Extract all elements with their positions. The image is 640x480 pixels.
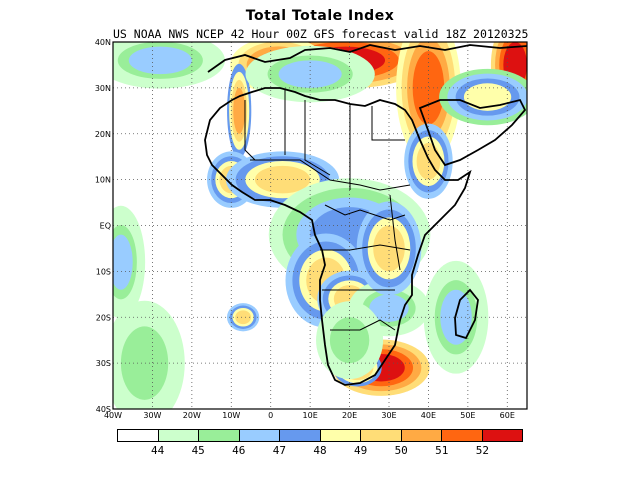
- arabia-coast: [418, 98, 527, 167]
- lon-tick-label: 40E: [421, 411, 436, 420]
- shading-blob-17-ring-0: [235, 310, 251, 325]
- legend-label: 48: [313, 444, 327, 457]
- legend-label: 52: [475, 444, 490, 457]
- shading-blob-7-ring-0: [128, 46, 192, 75]
- legend-swatch-8: [442, 430, 483, 441]
- lon-tick-label: 20W: [183, 411, 201, 420]
- shading-blob-20-ring-0: [329, 317, 370, 364]
- map-title: Total Totale Index: [245, 8, 395, 24]
- legend-label: 50: [394, 444, 408, 457]
- color-scale-labels: 44 45 46 47 48 49 50 51 52: [117, 444, 523, 458]
- lon-tick-label: 30W: [143, 411, 161, 420]
- legend-label: 49: [353, 444, 368, 457]
- legend-swatch-6: [361, 430, 402, 441]
- legend-label: 51: [435, 444, 449, 457]
- legend-swatch-9: [482, 430, 522, 441]
- shading-blob-16-ring-0: [120, 326, 169, 400]
- index-shading: [113, 42, 527, 409]
- shading-blob-6-ring-0: [233, 87, 246, 134]
- mediterranean-coast: [207, 44, 527, 73]
- madagascar-coast: [454, 288, 479, 340]
- axis-ticks: 40W 30W 20W 10W 0 10E 20E 30E 40E 50E 60E 40N 30N 20N…: [95, 38, 515, 420]
- legend-label: 47: [272, 444, 287, 457]
- legend-swatch-3: [239, 430, 280, 441]
- legend-swatch-5: [320, 430, 361, 441]
- lon-tick-label: 0: [268, 411, 273, 420]
- legend-label: 46: [232, 444, 246, 457]
- lon-tick-label: 40W: [104, 411, 122, 420]
- lat-tick-label: 10N: [95, 176, 111, 185]
- lon-tick-label: 10W: [222, 411, 240, 420]
- shading-blob-15-ring-0: [113, 234, 133, 290]
- color-scale-bar: [117, 429, 523, 442]
- shading-blob-19-ring-0: [373, 225, 405, 272]
- map-frame: [112, 41, 528, 410]
- lat-tick-label: 30S: [96, 359, 111, 368]
- shading-blob-2-ring-0: [412, 51, 445, 125]
- lat-tick-label: 20S: [96, 313, 111, 322]
- shading-blob-21-ring-0: [463, 83, 512, 111]
- lon-tick-label: 30E: [381, 411, 396, 420]
- coastlines: [204, 44, 527, 386]
- lon-tick-label: 20E: [342, 411, 357, 420]
- lon-tick-label: 10E: [303, 411, 318, 420]
- lat-tick-label: 10S: [96, 267, 111, 276]
- map-subtitle: US NOAA NWS NCEP 42 Hour 00Z GFS forecas…: [113, 27, 529, 41]
- legend-swatch-2: [199, 430, 240, 441]
- shading-blob-13-ring-0: [369, 294, 409, 322]
- legend-swatch-4: [280, 430, 321, 441]
- africa-coast: [204, 87, 472, 386]
- legend-swatch-7: [401, 430, 442, 441]
- country-borders: [244, 90, 411, 331]
- shading-blob-9-ring-0: [254, 165, 311, 194]
- lat-tick-label: 30N: [95, 84, 111, 93]
- lon-tick-label: 60E: [500, 411, 515, 420]
- lat-tick-label: EQ: [100, 222, 111, 231]
- lat-tick-label: 40N: [95, 38, 111, 47]
- legend-label: 44: [150, 444, 165, 457]
- lat-tick-label: 40S: [96, 405, 111, 414]
- lon-tick-label: 50E: [460, 411, 475, 420]
- legend-label: 45: [191, 444, 205, 457]
- lat-tick-label: 20N: [95, 130, 111, 139]
- legend-swatch-0: [118, 430, 159, 441]
- legend-swatch-1: [158, 430, 199, 441]
